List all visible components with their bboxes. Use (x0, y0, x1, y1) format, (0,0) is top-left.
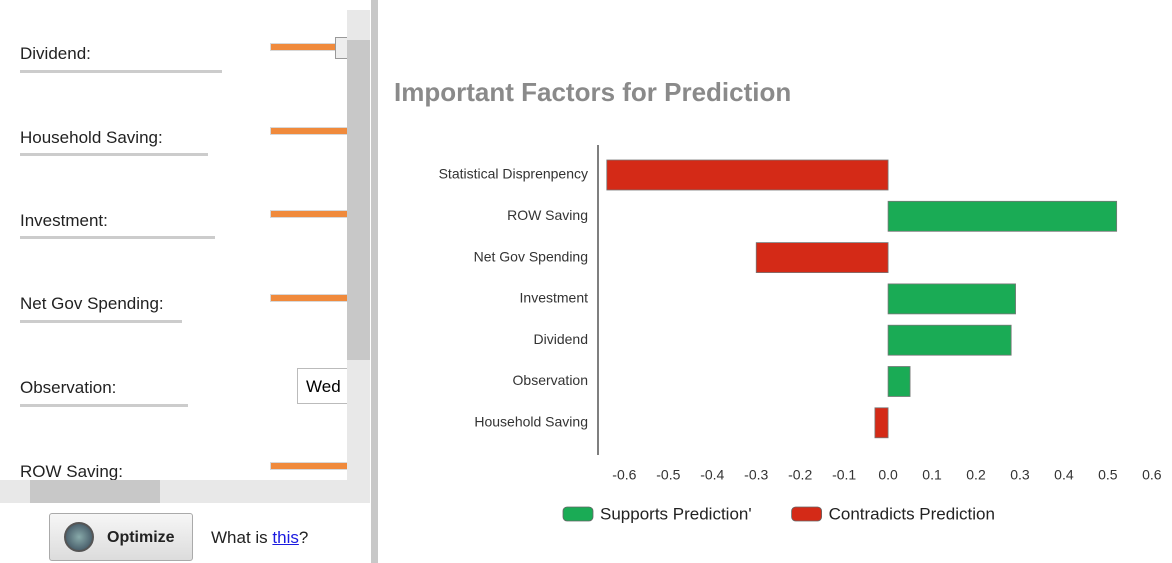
slider-handle[interactable] (335, 37, 347, 59)
field-underline (20, 236, 215, 239)
scroll-thumb[interactable] (30, 480, 160, 503)
help-text: What is (211, 528, 273, 547)
field-label: Investment: (20, 211, 108, 230)
slider[interactable] (270, 127, 347, 135)
slider[interactable] (270, 294, 347, 302)
legend-label: Contradicts Prediction (829, 504, 995, 523)
button-icon (64, 522, 94, 552)
field-label: Observation: (20, 378, 117, 397)
help-line: What is this? (211, 528, 308, 548)
optimize-button[interactable]: Optimize (49, 513, 193, 561)
help-link[interactable]: this (272, 528, 299, 547)
x-tick-label: -0.1 (832, 467, 856, 483)
x-tick-label: 0.0 (878, 467, 898, 483)
help-end: ? (298, 528, 309, 547)
legend-swatch (791, 506, 823, 522)
field-label: Household Saving: (20, 128, 163, 147)
x-tick-label: -0.4 (700, 467, 724, 483)
field-label: Dividend: (20, 44, 91, 63)
x-tick-label: 0.5 (1098, 467, 1118, 483)
vertical-scrollbar[interactable] (347, 10, 370, 480)
slider[interactable] (270, 210, 347, 218)
x-tick-label: 0.6 (1142, 467, 1162, 483)
x-tick-label: 0.4 (1054, 467, 1074, 483)
x-tick-label: -0.3 (744, 467, 768, 483)
y-tick-label: Observation (513, 372, 588, 388)
field-underline (20, 153, 208, 156)
field-underline (20, 404, 188, 407)
observation-input[interactable]: Wed (297, 368, 347, 404)
scroll-thumb[interactable] (347, 40, 370, 360)
x-tick-label: 0.3 (1010, 467, 1030, 483)
bar (755, 242, 889, 274)
bar (606, 159, 889, 191)
field-underline (20, 320, 182, 323)
y-tick-label: Dividend (534, 331, 588, 347)
field-underline (20, 70, 222, 73)
slider[interactable] (270, 43, 347, 51)
x-tick-label: -0.2 (788, 467, 812, 483)
x-tick-label: -0.6 (612, 467, 636, 483)
slider[interactable] (270, 462, 347, 470)
y-tick-label: Investment (520, 290, 589, 306)
bar (887, 283, 1016, 315)
y-tick-label: Statistical Disprenpency (439, 166, 588, 182)
y-tick-label: Household Saving (474, 414, 588, 430)
x-tick-label: 0.1 (922, 467, 942, 483)
field-label: ROW Saving: (20, 462, 123, 480)
legend-label: Supports Prediction' (600, 504, 752, 523)
input-panel: Dividend: Household Saving: Investment: … (0, 0, 347, 480)
chart-title: Important Factors for Prediction (394, 77, 791, 107)
bar (887, 366, 911, 397)
bar (874, 407, 889, 439)
y-tick-label: ROW Saving (507, 207, 588, 223)
x-tick-label: 0.2 (966, 467, 986, 483)
chart: Important Factors for Prediction -0.6 -0.… (394, 77, 1162, 524)
horizontal-scrollbar[interactable] (0, 480, 370, 503)
button-label: Optimize (107, 529, 175, 546)
splitter[interactable] (371, 0, 378, 563)
x-tick-label: -0.5 (656, 467, 680, 483)
field-label: Net Gov Spending: (20, 294, 164, 313)
bar (887, 200, 1118, 232)
y-tick-label: Net Gov Spending (474, 248, 588, 264)
legend-swatch (562, 506, 594, 522)
bar (887, 324, 1012, 356)
